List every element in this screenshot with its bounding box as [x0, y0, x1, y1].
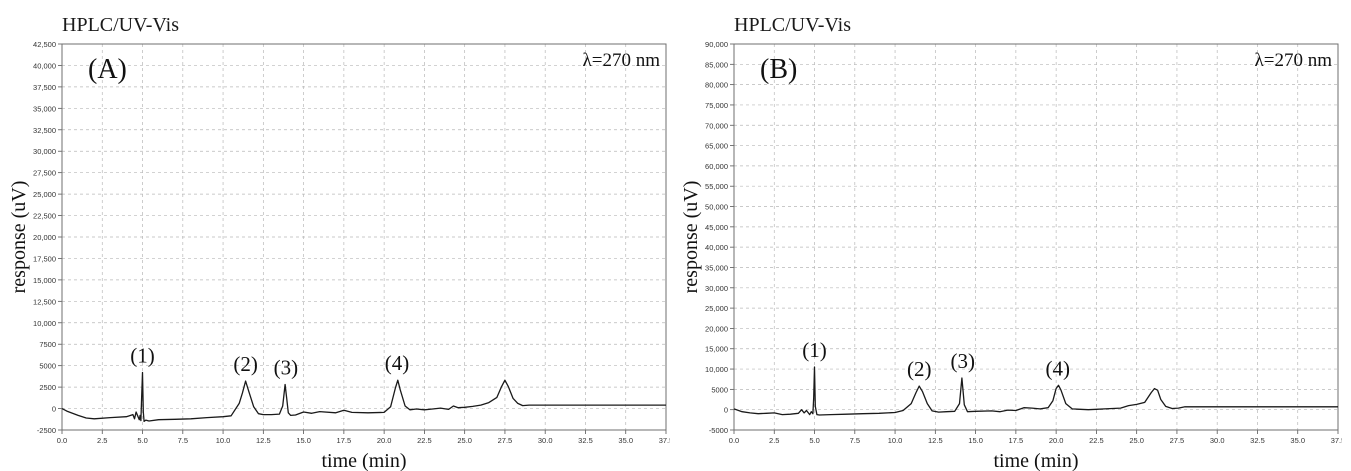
x-tick-label: 22.5 — [417, 436, 432, 445]
x-tick-label: 15.0 — [968, 436, 983, 445]
wavelength-label: λ=270 nm — [1255, 50, 1333, 71]
y-tick-label: 40,000 — [705, 243, 728, 252]
x-tick-label: 30.0 — [1210, 436, 1225, 445]
y-tick-label: 32,500 — [33, 126, 56, 135]
y-tick-label: 25,000 — [705, 304, 728, 313]
y-tick-label: 0 — [724, 406, 728, 415]
x-tick-label: 35.0 — [618, 436, 633, 445]
chromatogram-a: 0.0 2.5 5.0 7.5 10.0 12.5 15.0 17.5 20.0 22.5 25.0… — [8, 40, 670, 471]
x-tick-label: 0.0 — [57, 436, 67, 445]
x-tick-label: 12.5 — [256, 436, 271, 445]
y-tick-label: 0 — [52, 405, 56, 414]
y-tick-label: 50,000 — [705, 203, 728, 212]
y-tick-label: 75,000 — [705, 101, 728, 110]
y-tick-label: 42,500 — [33, 40, 56, 49]
x-tick-label: 2.5 — [769, 436, 779, 445]
chromatogram-b: 0.0 2.5 5.0 7.5 10.0 12.5 15.0 17.5 20.0 22.5 25.0… — [680, 40, 1342, 471]
x-tick-label: 25.0 — [1129, 436, 1144, 445]
plot-frame — [61, 43, 667, 431]
y-tick-label: 45,000 — [705, 223, 728, 232]
y-tick-label: 15,000 — [33, 276, 56, 285]
x-tick-label: 2.5 — [97, 436, 107, 445]
x-tick-label: 12.5 — [928, 436, 943, 445]
y-tick-label: -5000 — [709, 426, 728, 435]
chart-panel-b: HPLC/UV-Vis 0.0 2.5 5.0 7.5 10.0 12.5 15.0 17.5… — [672, 0, 1342, 471]
y-tick-label: 90,000 — [705, 40, 728, 49]
y-axis-label: response (uV) — [8, 181, 30, 294]
peak-label: (2) — [907, 357, 932, 381]
peak-label: (4) — [1045, 356, 1070, 380]
x-tick-label: 22.5 — [1089, 436, 1104, 445]
y-tick-label: 85,000 — [705, 60, 728, 69]
y-tick-label: 27,500 — [33, 169, 56, 178]
y-tick-label: 40,000 — [33, 61, 56, 70]
x-tick-label: 35.0 — [1290, 436, 1305, 445]
plot-frame — [733, 43, 1339, 431]
peak-label: (2) — [233, 352, 258, 376]
x-tick-label: 32.5 — [1250, 436, 1265, 445]
x-tick-label: 0.0 — [729, 436, 739, 445]
x-tick-label: 7.5 — [178, 436, 188, 445]
x-tick-label: 10.0 — [888, 436, 903, 445]
y-tick-label: 15,000 — [705, 345, 728, 354]
y-tick-label: 70,000 — [705, 121, 728, 130]
x-axis-label: time (min) — [322, 450, 407, 471]
y-tick-label: 20,000 — [33, 233, 56, 242]
y-tick-label: 10,000 — [33, 319, 56, 328]
y-tick-label: -2500 — [37, 426, 56, 435]
y-tick-label: 35,000 — [705, 263, 728, 272]
x-tick-label: 37.5 — [659, 436, 670, 445]
x-tick-label: 27.5 — [1170, 436, 1185, 445]
y-tick-label: 35,000 — [33, 104, 56, 113]
y-tick-label: 37,500 — [33, 83, 56, 92]
peak-label: (1) — [802, 338, 827, 362]
wavelength-label: λ=270 nm — [583, 50, 661, 71]
y-tick-label: 30,000 — [705, 284, 728, 293]
y-tick-label: 30,000 — [33, 147, 56, 156]
x-tick-label: 32.5 — [578, 436, 593, 445]
y-tick-label: 20,000 — [705, 324, 728, 333]
x-axis-label: time (min) — [994, 450, 1079, 471]
y-tick-label: 60,000 — [705, 162, 728, 171]
peak-label: (1) — [130, 344, 155, 368]
peak-label: (4) — [385, 351, 410, 375]
chart-panel-a: HPLC/UV-Vis 0.0 2.5 5.0 7.5 10.0 12.5 15.0 17.5… — [0, 0, 670, 471]
x-tick-label: 17.5 — [1009, 436, 1024, 445]
y-tick-label: 55,000 — [705, 182, 728, 191]
x-tick-label: 27.5 — [498, 436, 513, 445]
x-tick-label: 5.0 — [809, 436, 819, 445]
y-tick-label: 25,000 — [33, 190, 56, 199]
y-tick-label: 22,500 — [33, 212, 56, 221]
y-tick-label: 17,500 — [33, 254, 56, 263]
y-tick-label: 80,000 — [705, 81, 728, 90]
chromatogram-trace — [733, 366, 1338, 416]
y-axis-label: response (uV) — [680, 181, 702, 294]
panel-label: (B) — [760, 54, 797, 85]
x-tick-label: 7.5 — [850, 436, 860, 445]
y-tick-label: 12,500 — [33, 297, 56, 306]
x-tick-label: 10.0 — [216, 436, 231, 445]
panel-label: (A) — [88, 54, 127, 85]
x-tick-label: 25.0 — [457, 436, 472, 445]
x-tick-label: 37.5 — [1331, 436, 1342, 445]
y-tick-label: 2500 — [39, 383, 56, 392]
instrument-title: HPLC/UV-Vis — [734, 14, 851, 36]
x-tick-label: 30.0 — [538, 436, 553, 445]
x-tick-label: 15.0 — [296, 436, 311, 445]
peak-label: (3) — [950, 349, 975, 373]
y-tick-label: 65,000 — [705, 142, 728, 151]
instrument-title: HPLC/UV-Vis — [62, 14, 179, 36]
y-tick-label: 7500 — [39, 340, 56, 349]
chromatogram-trace — [61, 371, 666, 423]
x-tick-label: 17.5 — [337, 436, 352, 445]
x-tick-label: 20.0 — [1049, 436, 1064, 445]
y-tick-label: 5000 — [711, 385, 728, 394]
y-tick-label: 10,000 — [705, 365, 728, 374]
x-tick-label: 5.0 — [137, 436, 147, 445]
x-tick-label: 20.0 — [377, 436, 392, 445]
peak-label: (3) — [274, 356, 299, 380]
y-tick-label: 5000 — [39, 362, 56, 371]
